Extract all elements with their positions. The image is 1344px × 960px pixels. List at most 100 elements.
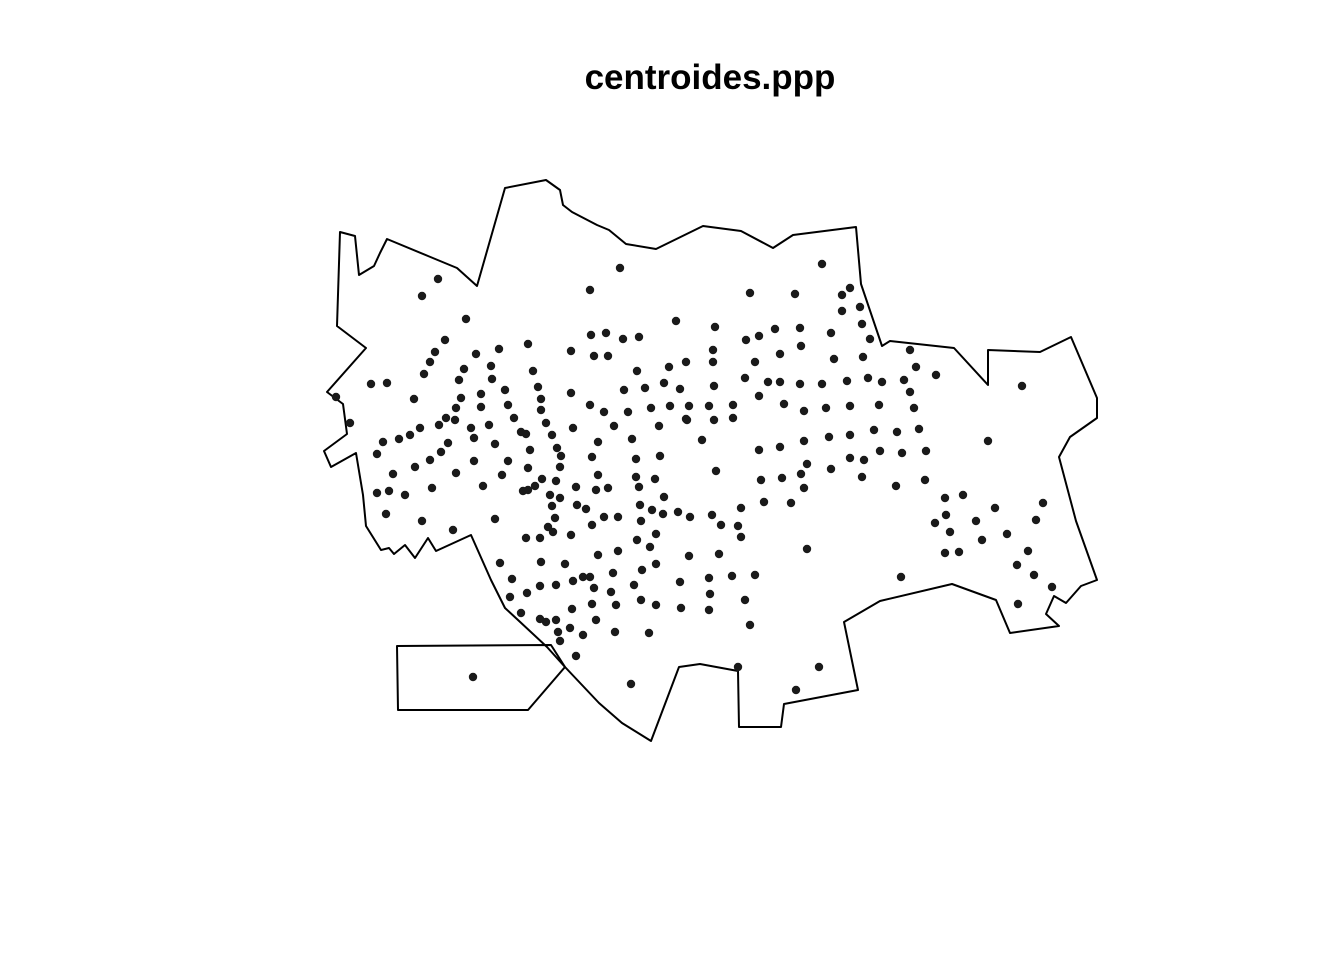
data-point — [714, 549, 724, 559]
data-point — [494, 344, 504, 354]
data-point — [427, 483, 437, 493]
data-point — [410, 462, 420, 472]
data-point — [589, 583, 599, 593]
data-point — [857, 472, 867, 482]
data-point — [637, 565, 647, 575]
data-point — [415, 423, 425, 433]
data-point — [651, 600, 661, 610]
data-point — [552, 443, 562, 453]
data-point — [536, 557, 546, 567]
data-point — [759, 497, 769, 507]
data-point — [615, 263, 625, 273]
data-point — [665, 401, 675, 411]
data-point — [381, 509, 391, 519]
data-point — [837, 306, 847, 316]
data-point — [433, 274, 443, 284]
data-point — [541, 418, 551, 428]
data-point — [877, 377, 887, 387]
data-point — [708, 345, 718, 355]
data-point — [709, 415, 719, 425]
data-point — [763, 377, 773, 387]
data-point — [405, 430, 415, 440]
data-point — [533, 382, 543, 392]
data-point — [977, 535, 987, 545]
data-point — [681, 357, 691, 367]
data-point — [845, 430, 855, 440]
data-point — [591, 485, 601, 495]
data-point — [572, 500, 582, 510]
data-point — [593, 437, 603, 447]
data-point — [486, 361, 496, 371]
data-point — [345, 418, 355, 428]
data-point — [704, 401, 714, 411]
data-point — [555, 493, 565, 503]
data-point — [599, 512, 609, 522]
data-point — [863, 373, 873, 383]
data-point — [443, 438, 453, 448]
data-point — [497, 470, 507, 480]
data-point — [521, 533, 531, 543]
data-point — [521, 429, 531, 439]
data-point — [635, 500, 645, 510]
data-point — [581, 504, 591, 514]
data-point — [417, 291, 427, 301]
data-point — [629, 580, 639, 590]
data-point — [560, 559, 570, 569]
data-point — [684, 401, 694, 411]
data-point — [522, 588, 532, 598]
data-point — [644, 628, 654, 638]
data-point — [1012, 560, 1022, 570]
data-point — [535, 581, 545, 591]
data-point — [704, 573, 714, 583]
data-point — [551, 476, 561, 486]
data-point — [556, 451, 566, 461]
data-point — [931, 370, 941, 380]
data-point — [523, 339, 533, 349]
data-point — [608, 568, 618, 578]
data-point — [636, 595, 646, 605]
data-point — [869, 425, 879, 435]
data-point — [440, 335, 450, 345]
data-point — [417, 516, 427, 526]
data-point — [476, 402, 486, 412]
data-point — [587, 520, 597, 530]
data-point — [587, 599, 597, 609]
data-point — [451, 403, 461, 413]
data-point — [645, 542, 655, 552]
data-point — [603, 483, 613, 493]
data-point — [378, 437, 388, 447]
data-point — [921, 446, 931, 456]
data-point — [795, 379, 805, 389]
data-point — [920, 475, 930, 485]
data-point — [454, 375, 464, 385]
data-point — [505, 592, 515, 602]
data-point — [503, 456, 513, 466]
data-point — [523, 485, 533, 495]
data-point — [632, 535, 642, 545]
data-point — [646, 403, 656, 413]
data-point — [817, 259, 827, 269]
data-point — [1017, 381, 1027, 391]
data-point — [779, 399, 789, 409]
data-point — [775, 377, 785, 387]
data-point — [655, 451, 665, 461]
data-point — [634, 482, 644, 492]
data-point — [618, 334, 628, 344]
data-point — [632, 366, 642, 376]
data-point — [631, 454, 641, 464]
data-point — [821, 403, 831, 413]
data-point — [593, 550, 603, 560]
chart-title: centroides.ppp — [584, 58, 836, 97]
data-point — [551, 615, 561, 625]
data-point — [535, 614, 545, 624]
data-point — [675, 384, 685, 394]
data-point — [914, 424, 924, 434]
data-point — [567, 604, 577, 614]
data-point — [640, 383, 650, 393]
data-point — [606, 587, 616, 597]
data-point — [786, 498, 796, 508]
data-point — [525, 445, 535, 455]
data-point — [626, 679, 636, 689]
data-point — [601, 328, 611, 338]
